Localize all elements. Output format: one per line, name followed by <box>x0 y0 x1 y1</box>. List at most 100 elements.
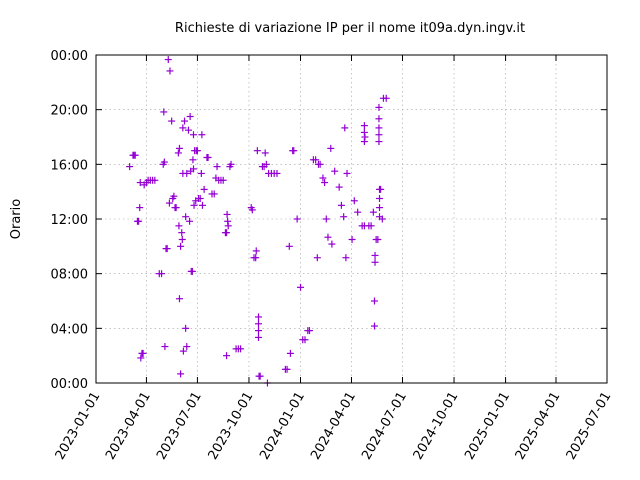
data-point <box>189 165 197 173</box>
data-point <box>189 156 197 164</box>
data-point <box>219 176 227 184</box>
data-point <box>370 322 378 330</box>
data-point <box>375 138 383 146</box>
data-point <box>378 215 386 223</box>
x-tick-label: 2024-10-01 <box>411 390 462 463</box>
data-point <box>375 115 383 123</box>
data-point <box>342 254 350 262</box>
data-point <box>371 258 379 266</box>
data-point <box>262 160 270 168</box>
data-point <box>178 236 186 243</box>
data-point <box>161 343 169 351</box>
data-point <box>135 217 143 225</box>
data-point <box>163 245 171 253</box>
grid <box>96 55 607 383</box>
data-point <box>210 190 218 198</box>
data-point <box>136 179 144 187</box>
data-point <box>376 204 384 212</box>
x-tick-label: 2023-01-01 <box>53 390 104 463</box>
data-point <box>382 94 390 102</box>
data-point <box>301 336 309 344</box>
data-point <box>160 158 168 166</box>
data-point <box>350 197 358 205</box>
data-point <box>313 254 321 262</box>
x-tick-label: 2024-01-01 <box>257 390 308 463</box>
y-axis-label: Orario <box>9 199 24 240</box>
data-point <box>197 169 205 177</box>
data-point <box>367 222 375 230</box>
data-point <box>328 240 336 248</box>
data-point <box>223 210 231 218</box>
data-point <box>254 333 262 341</box>
data-point <box>198 201 206 209</box>
data-point <box>253 147 261 155</box>
data-point <box>175 222 183 230</box>
data-point <box>375 124 383 132</box>
y-tick-label: 12:00 <box>51 213 88 228</box>
y-tick-label: 16:00 <box>51 158 88 173</box>
data-point <box>175 144 183 152</box>
y-tick-label: 04:00 <box>51 322 88 337</box>
data-point <box>340 213 348 221</box>
data-point <box>374 236 382 243</box>
data-point <box>223 352 231 360</box>
data-point <box>305 327 313 335</box>
x-tick-label: 2024-07-01 <box>359 390 410 463</box>
data-point <box>136 204 144 212</box>
data-point <box>316 160 324 168</box>
data-point <box>164 56 172 64</box>
data-point <box>331 167 339 175</box>
chart-title: Richieste di variazione IP per il nome i… <box>175 21 525 36</box>
data-point <box>360 122 368 130</box>
data-point <box>137 354 145 362</box>
data-point <box>354 208 362 216</box>
x-tick-label: 2025-04-01 <box>513 390 564 463</box>
y-tick-label: 08:00 <box>51 268 88 283</box>
data-point <box>126 163 134 171</box>
data-point <box>290 147 298 155</box>
data-point <box>375 103 383 111</box>
data-point <box>200 185 208 193</box>
data-point <box>182 213 190 221</box>
data-point <box>252 247 260 255</box>
data-point <box>213 163 221 171</box>
axis-ticks: 00:0004:0008:0012:0016:0020:0000:002023-… <box>51 49 615 462</box>
data-point <box>131 151 139 159</box>
data-point <box>254 320 262 328</box>
data-point <box>337 201 345 209</box>
data-point <box>196 195 204 202</box>
data-point <box>377 185 385 193</box>
data-point <box>165 199 173 207</box>
data-point <box>158 270 166 278</box>
data-point <box>198 131 206 139</box>
data-point <box>179 347 187 355</box>
data-point <box>189 131 197 139</box>
data-point <box>186 217 194 225</box>
data-point <box>160 108 168 116</box>
data-point <box>254 327 262 335</box>
data-point <box>178 229 186 237</box>
data-point <box>179 124 187 132</box>
data-point <box>327 144 335 152</box>
data-point <box>184 126 192 134</box>
x-tick-label: 2024-04-01 <box>308 390 359 463</box>
x-tick-label: 2025-01-01 <box>462 390 513 463</box>
data-points <box>126 56 390 387</box>
data-point <box>286 349 294 357</box>
data-point <box>335 183 343 191</box>
data-point <box>181 117 189 125</box>
data-point <box>186 113 194 120</box>
data-point <box>193 147 201 155</box>
data-point <box>151 176 159 184</box>
data-point <box>139 349 147 357</box>
y-tick-label: 00:00 <box>51 377 88 392</box>
data-point <box>182 324 190 332</box>
data-point <box>322 215 330 223</box>
data-point <box>376 195 384 202</box>
data-point <box>183 343 191 351</box>
data-point <box>168 117 176 125</box>
data-point <box>319 174 327 182</box>
data-point <box>252 254 260 262</box>
data-point <box>361 133 369 141</box>
